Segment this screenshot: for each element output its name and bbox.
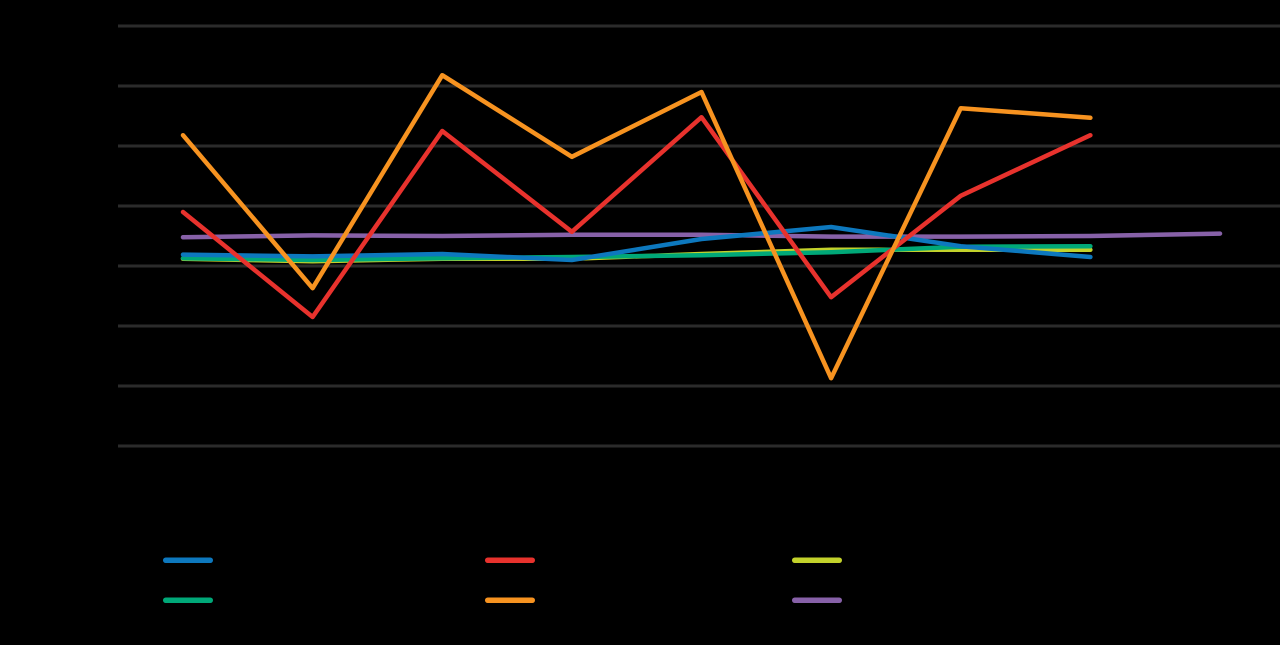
line-series-green	[180, 243, 1093, 263]
legend-group	[163, 557, 842, 603]
gridlines-group	[118, 24, 1280, 448]
legend-swatch-series-yellow	[792, 557, 842, 563]
line-series-red	[180, 114, 1093, 320]
legend-swatch-series-purple	[792, 597, 842, 603]
legend-swatch-series-blue	[163, 557, 213, 563]
line-series-purple	[180, 231, 1223, 240]
legend-swatch-series-red	[485, 557, 535, 563]
line-series-orange	[180, 72, 1093, 381]
legend-swatch-series-green	[163, 597, 213, 603]
legend-swatch-series-orange	[485, 597, 535, 603]
series-lines-group	[180, 72, 1223, 381]
